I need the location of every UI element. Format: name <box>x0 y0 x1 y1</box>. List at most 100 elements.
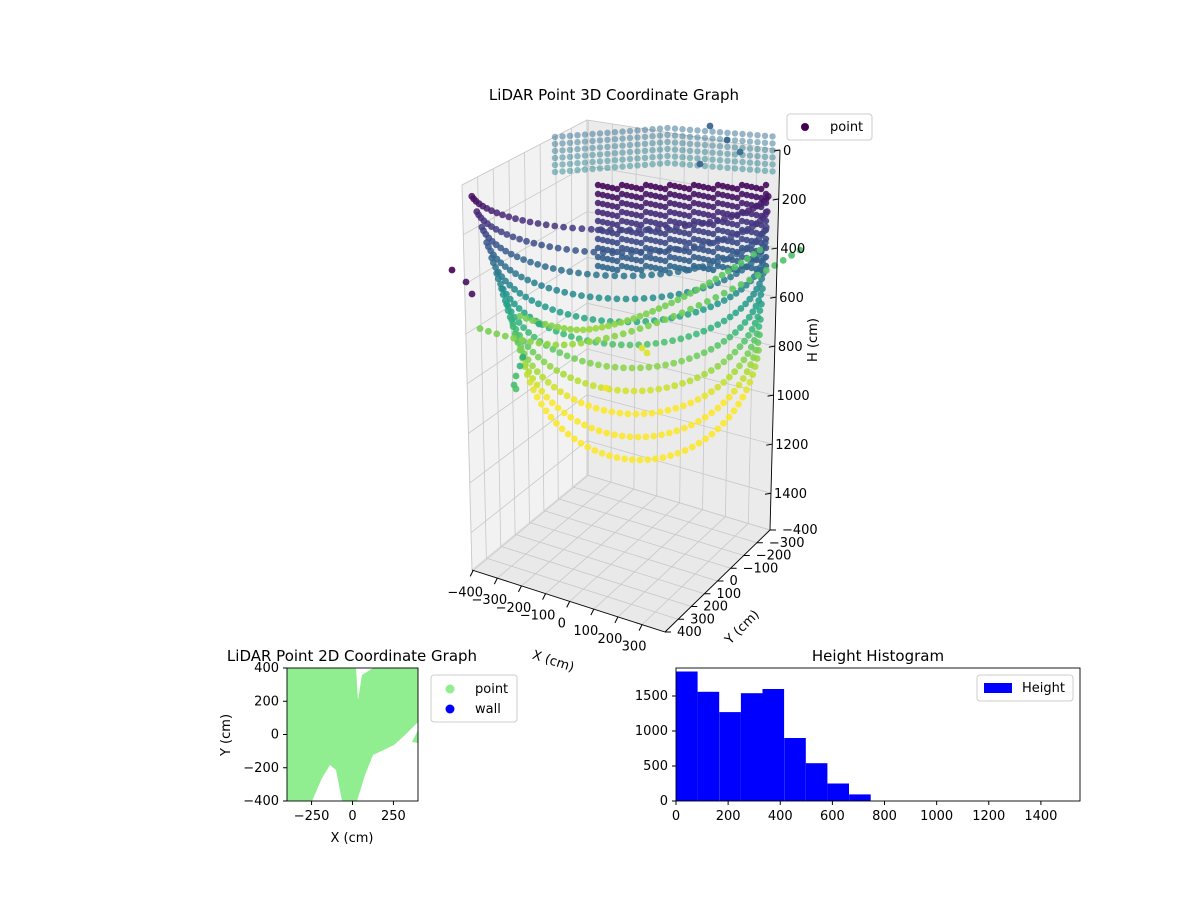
point-marker <box>614 203 621 211</box>
point-marker <box>614 257 621 265</box>
point-marker <box>533 381 541 389</box>
point-marker <box>681 202 688 210</box>
point-marker <box>599 191 606 199</box>
point-marker <box>739 393 747 401</box>
point-marker <box>468 290 476 298</box>
point-marker <box>769 147 776 154</box>
point-marker <box>743 218 750 226</box>
point-marker <box>666 262 674 270</box>
point-marker <box>751 363 759 370</box>
point-marker <box>614 266 621 274</box>
point-marker <box>656 408 664 416</box>
point-marker <box>686 257 693 265</box>
point-marker <box>577 439 585 447</box>
point-marker <box>695 236 702 244</box>
point-marker <box>731 130 739 137</box>
point-marker <box>611 157 619 164</box>
point-marker <box>759 285 766 293</box>
point-marker <box>723 136 731 144</box>
point-marker <box>599 263 606 271</box>
point-marker <box>633 211 640 219</box>
point-marker <box>731 158 739 165</box>
point-marker <box>622 387 630 395</box>
histogram-bar <box>784 738 806 801</box>
point-marker <box>726 293 734 301</box>
point-marker <box>739 165 746 173</box>
point-marker <box>754 271 762 279</box>
point-marker <box>690 262 698 270</box>
point-marker <box>582 380 589 387</box>
point-marker <box>623 227 630 235</box>
point-marker <box>701 134 709 142</box>
point-marker <box>729 238 736 246</box>
point-marker <box>564 430 572 438</box>
point-marker <box>556 349 564 357</box>
point-marker <box>745 332 752 339</box>
point-marker <box>686 377 694 385</box>
point-marker <box>666 199 674 207</box>
y-tick-label: 300 <box>690 612 715 627</box>
point-marker <box>720 338 728 345</box>
point-marker <box>546 243 554 251</box>
point-marker <box>657 265 664 273</box>
point-marker <box>661 302 669 310</box>
point-marker <box>681 265 688 273</box>
point-marker <box>677 335 685 343</box>
point-marker <box>511 300 518 308</box>
point-marker <box>609 193 616 201</box>
point-marker <box>534 353 542 361</box>
point-marker <box>633 184 640 192</box>
point-marker <box>652 228 659 236</box>
point-marker <box>634 141 641 148</box>
point-marker <box>626 162 634 170</box>
point-marker <box>581 248 588 255</box>
point-marker <box>498 285 505 293</box>
point-marker <box>647 227 654 235</box>
point-marker <box>738 190 746 198</box>
x-tick-label: 250 <box>381 809 406 824</box>
3d-legend-label-point: point <box>830 120 863 135</box>
point-marker <box>734 230 741 238</box>
point-marker <box>571 355 578 362</box>
point-marker <box>695 418 702 425</box>
point-marker <box>524 276 532 284</box>
point-marker <box>586 325 593 333</box>
point-marker <box>595 427 603 435</box>
2d-chart-title: LiDAR Point 2D Coordinate Graph <box>227 647 477 665</box>
point-marker <box>589 382 597 390</box>
point-marker <box>706 279 713 287</box>
point-marker <box>549 306 556 313</box>
grid-line <box>470 440 772 534</box>
point-marker <box>730 407 738 415</box>
histogram-bar <box>849 794 871 801</box>
point-marker <box>700 264 707 272</box>
point-marker <box>748 210 755 218</box>
point-marker <box>690 235 698 243</box>
point-marker <box>551 222 559 230</box>
point-marker <box>666 208 674 216</box>
x-tick-label: 1000 <box>920 809 953 824</box>
point-marker <box>674 449 682 457</box>
z-tick-label: 400 <box>780 242 805 257</box>
point-marker <box>671 218 678 226</box>
point-marker <box>670 312 678 320</box>
point-marker <box>593 271 600 279</box>
point-marker <box>700 219 707 227</box>
point-marker <box>634 433 642 441</box>
point-marker <box>551 168 559 176</box>
point-marker <box>594 226 602 234</box>
point-marker <box>701 370 708 378</box>
grid-line <box>461 184 473 571</box>
point-marker <box>551 140 559 148</box>
point-marker <box>640 410 648 418</box>
point-marker <box>493 269 501 277</box>
point-marker <box>671 382 679 390</box>
point-marker <box>686 194 693 202</box>
point-marker <box>671 209 678 217</box>
point-marker <box>743 191 750 199</box>
point-marker <box>731 151 739 158</box>
point-marker <box>666 226 674 234</box>
point-marker <box>622 295 630 303</box>
point-marker <box>642 199 650 207</box>
point-marker <box>726 353 734 361</box>
